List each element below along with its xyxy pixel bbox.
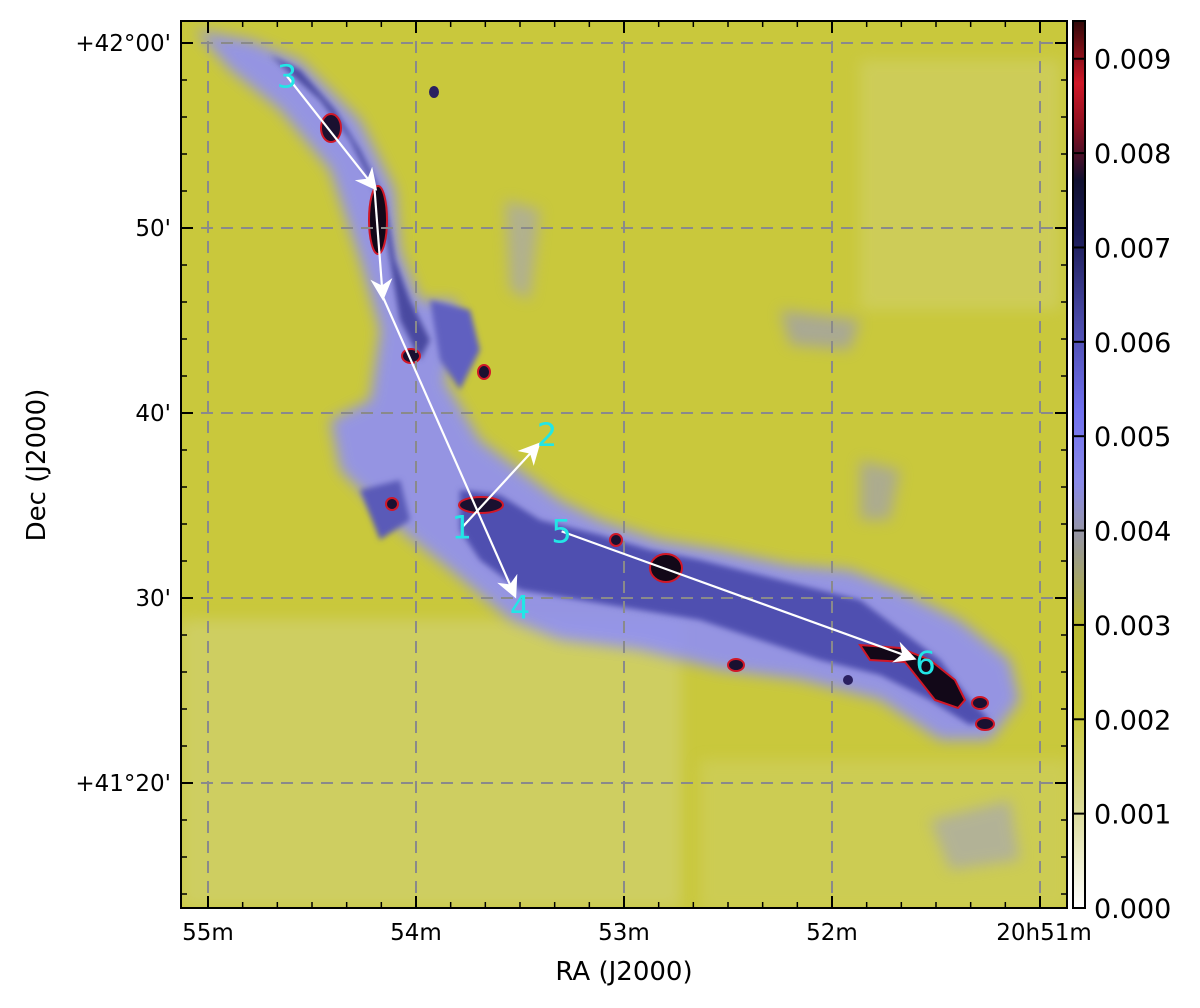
y-axis-label: Dec (J2000) bbox=[22, 389, 52, 542]
colorbar-tick-label: 0.001 bbox=[1094, 800, 1171, 831]
colorbar-tick-label: 0.009 bbox=[1094, 45, 1171, 76]
arrow-segment bbox=[460, 442, 541, 529]
y-tick-label: +42°00' bbox=[75, 31, 171, 57]
colorbar-tick-label: 0.004 bbox=[1094, 517, 1171, 548]
direction-arrows bbox=[286, 75, 917, 663]
colorbar-tick-label: 0.002 bbox=[1094, 705, 1171, 736]
colorbar-tick-label: 0.008 bbox=[1094, 139, 1171, 170]
x-tick-label: 53m bbox=[598, 920, 650, 946]
marker-label: 5 bbox=[551, 512, 571, 550]
colorbar: 0.000 0.001 0.002 0.003 0.004 0.005 0.006 0.007… bbox=[1072, 20, 1171, 925]
colorbar-tick-label: 0.007 bbox=[1094, 233, 1171, 264]
arrow-segment bbox=[370, 187, 393, 301]
y-tick-label: 30' bbox=[135, 586, 171, 612]
arrow-segment bbox=[381, 296, 518, 599]
coordinate-grid bbox=[181, 21, 1067, 908]
x-tick-label: 52m bbox=[806, 920, 858, 946]
x-axis-ticks: 55m 54m 53m 52m 20h51m bbox=[182, 21, 1092, 946]
colorbar-tick-label: 0.003 bbox=[1094, 611, 1171, 642]
y-tick-label: 50' bbox=[135, 216, 171, 242]
arrow-segment bbox=[286, 75, 378, 191]
y-tick-label: +41°20' bbox=[75, 771, 171, 797]
marker-label: 6 bbox=[915, 644, 935, 682]
x-axis-label: RA (J2000) bbox=[555, 957, 692, 987]
arrow-segment bbox=[561, 530, 917, 663]
x-tick-label: 54m bbox=[390, 920, 442, 946]
marker-label: 4 bbox=[510, 588, 530, 626]
marker-label: 3 bbox=[277, 57, 297, 95]
marker-label: 2 bbox=[537, 416, 557, 454]
colorbar-tick-label: 0.000 bbox=[1094, 894, 1171, 925]
intensity-map: 1 2 3 45 6 bbox=[181, 21, 1067, 908]
x-tick-label: 20h51m bbox=[996, 920, 1092, 946]
y-tick-label: 40' bbox=[135, 401, 171, 427]
x-tick-label: 55m bbox=[182, 920, 234, 946]
colorbar-ticks: 0.000 0.001 0.002 0.003 0.004 0.005 0.006 0.007… bbox=[1073, 45, 1171, 925]
y-axis-ticks: +42°00' 50' 40' 30' +41°20' bbox=[75, 31, 1067, 895]
colorbar-tick-label: 0.006 bbox=[1094, 328, 1171, 359]
colorbar-tick-label: 0.005 bbox=[1094, 422, 1171, 453]
marker-label: 1 bbox=[452, 509, 472, 547]
position-markers: 1 2 3 45 6 bbox=[277, 57, 936, 681]
